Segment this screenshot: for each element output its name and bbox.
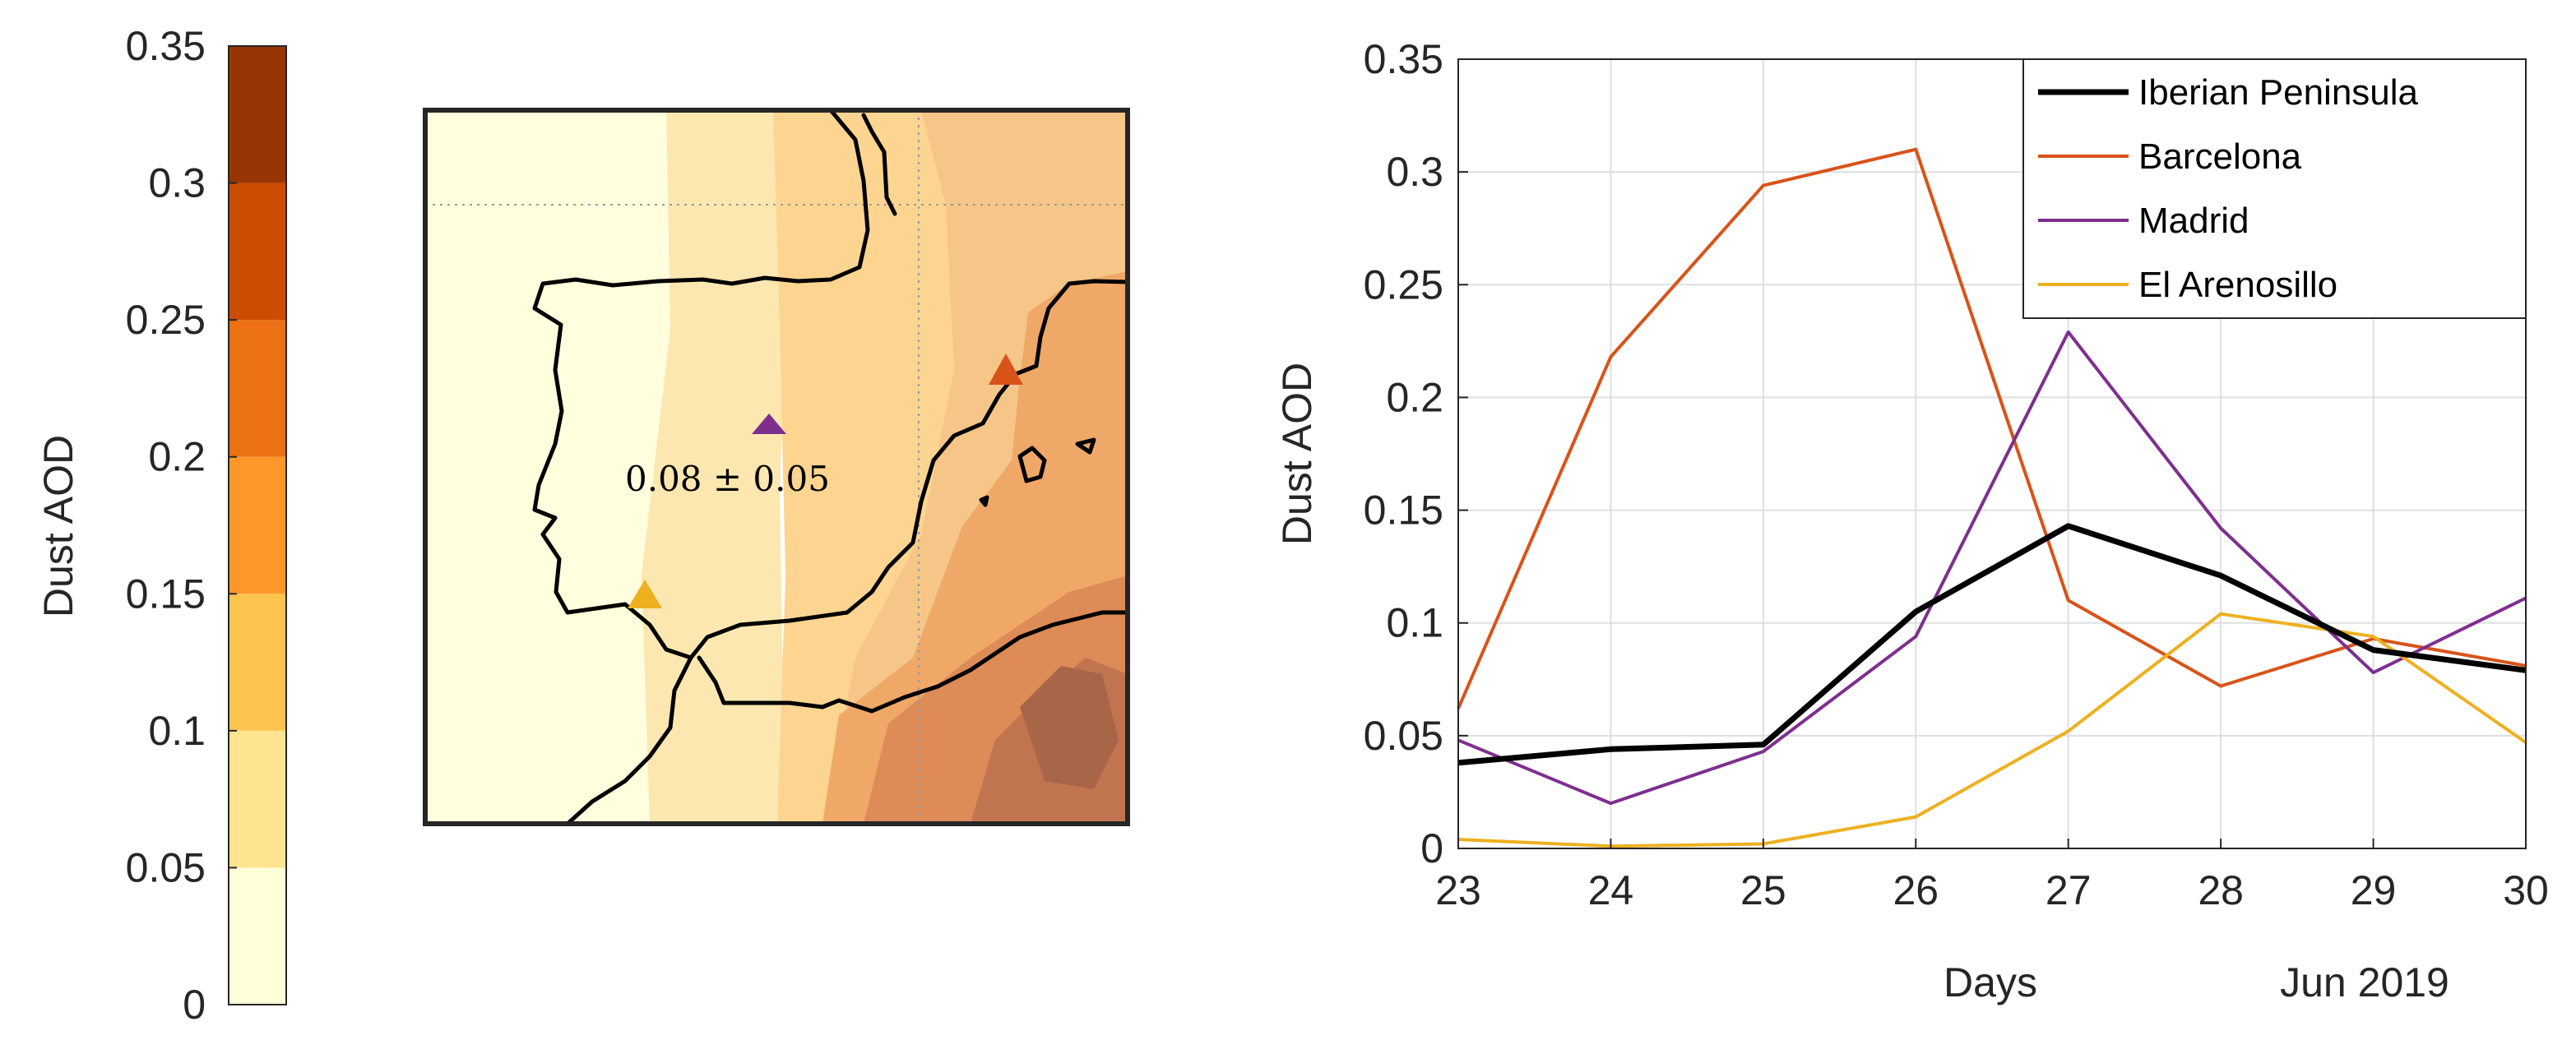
legend-label: El Arenosillo bbox=[2138, 265, 2337, 305]
y-tick-label: 0.25 bbox=[1364, 261, 1443, 307]
line-chart: 0 0.05 0.1 0.15 0.2 0.25 0.3 0.35 23 24 25 26 27 28 2… bbox=[1274, 36, 2549, 1005]
legend-label: Iberian Peninsula bbox=[2138, 72, 2419, 113]
colorbar-tick-label: 0.25 bbox=[126, 297, 206, 343]
colorbar: 0 0.05 0.1 0.15 0.2 0.25 0.3 0.35 Dust AOD bbox=[35, 23, 287, 1028]
x-tick-label: 24 bbox=[1588, 867, 1634, 913]
map-annotation: 0.08 ± 0.05 bbox=[625, 459, 830, 499]
x-tick-label: 28 bbox=[2198, 867, 2244, 913]
legend-box bbox=[2022, 58, 2527, 319]
marker-madrid bbox=[752, 414, 786, 434]
map-frame bbox=[423, 108, 1130, 826]
marker-arenosillo bbox=[628, 580, 662, 608]
y-tick-label: 0.2 bbox=[1386, 374, 1443, 420]
legend-label: Madrid bbox=[2138, 201, 2249, 241]
y-tick-label: 0.3 bbox=[1386, 149, 1443, 195]
colorbar-tick-label: 0.2 bbox=[148, 434, 206, 480]
map-band-7 bbox=[1020, 666, 1119, 789]
x-tick-label: 30 bbox=[2503, 867, 2549, 913]
legend-label: Barcelona bbox=[2138, 136, 2302, 177]
colorbar-tick-label: 0.3 bbox=[148, 160, 206, 206]
date-label: Jun 2019 bbox=[2280, 959, 2449, 1005]
colorbar-label: Dust AOD bbox=[35, 435, 81, 617]
colorbar-tick-label: 0.05 bbox=[126, 844, 206, 890]
colorbar-segment bbox=[229, 456, 286, 594]
y-axis-label: Dust AOD bbox=[1274, 363, 1320, 545]
colorbar-segment bbox=[229, 46, 286, 183]
colorbar-tick-label: 0 bbox=[183, 982, 206, 1028]
map-band-0 bbox=[425, 110, 672, 824]
map-panel: 0.08 ± 0.05 bbox=[423, 108, 1130, 826]
colorbar-segment bbox=[229, 320, 286, 457]
series-line-el-arenosillo bbox=[1457, 612, 2527, 848]
colorbar-tick-label: 0.35 bbox=[126, 23, 206, 69]
x-tick-label: 23 bbox=[1435, 867, 1481, 913]
colorbar-segment bbox=[229, 594, 286, 731]
x-tick-label: 29 bbox=[2351, 867, 2397, 913]
y-tick-label: 0 bbox=[1420, 825, 1443, 871]
y-tick-label: 0.35 bbox=[1364, 36, 1443, 82]
y-tick-label: 0.15 bbox=[1364, 488, 1443, 534]
colorbar-segment bbox=[229, 730, 286, 868]
y-tick-label: 0.05 bbox=[1364, 713, 1443, 759]
marker-barcelona bbox=[989, 354, 1023, 385]
colorbar-segment bbox=[229, 867, 286, 1005]
x-axis-label: Days bbox=[1944, 959, 2037, 1005]
colorbar-tick-label: 0.1 bbox=[148, 708, 206, 754]
series-line-madrid bbox=[1457, 330, 2527, 806]
colorbar-tick-label: 0.15 bbox=[126, 571, 206, 617]
plot-frame bbox=[1457, 58, 2527, 849]
x-tick-label: 26 bbox=[1893, 867, 1939, 913]
coastlines bbox=[532, 110, 1128, 824]
colorbar-segment bbox=[229, 183, 286, 321]
x-tick-label: 27 bbox=[2046, 867, 2092, 913]
x-tick-label: 25 bbox=[1740, 867, 1786, 913]
map-band-1 bbox=[642, 110, 785, 824]
legend: Iberian Peninsula Barcelona Madrid El Areno… bbox=[2022, 58, 2527, 319]
series-line-iberian-peninsula bbox=[1457, 523, 2527, 766]
y-tick-label: 0.1 bbox=[1386, 600, 1443, 646]
